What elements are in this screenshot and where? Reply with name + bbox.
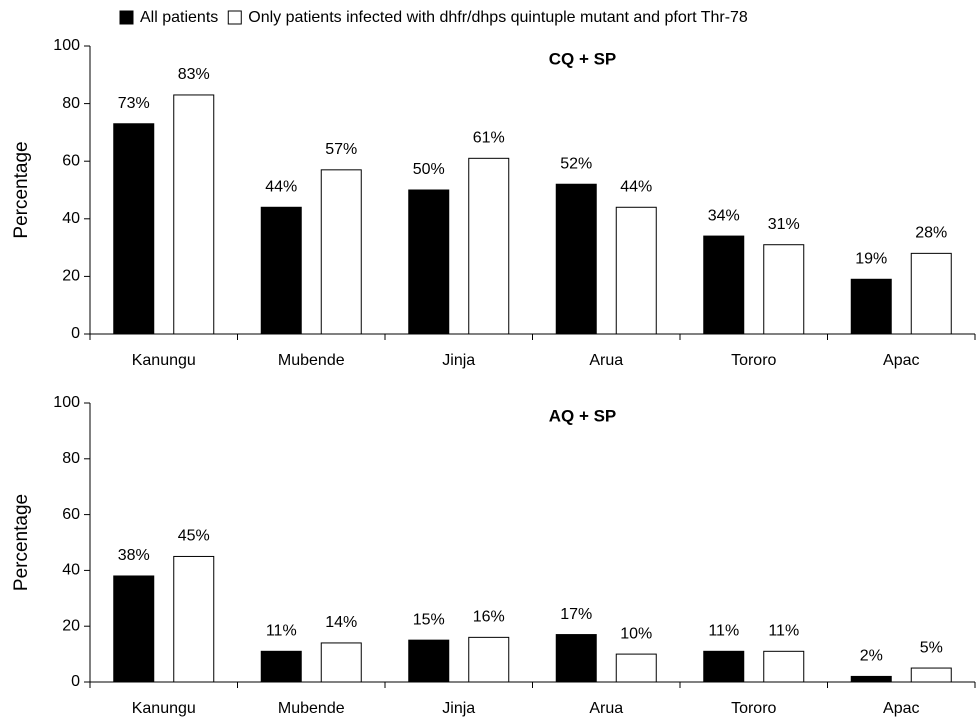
data-label: 14% [325,614,357,631]
bar [910,667,952,683]
bar [615,206,657,335]
bar [703,650,745,683]
data-label: 45% [178,528,210,545]
x-tick-label: Tororo [731,700,776,717]
y-tick-label: 60 [62,506,80,523]
bar [408,189,450,335]
y-tick-label: 0 [71,673,80,690]
x-tick-label: Jinja [442,700,475,717]
y-tick-label: 0 [71,325,80,342]
bar [763,244,805,335]
bar [260,650,302,683]
data-label: 83% [178,66,210,83]
bar [320,642,362,683]
data-label: 50% [413,161,445,178]
y-tick-label: 20 [62,268,80,285]
data-label: 28% [915,225,947,242]
bar [703,235,745,335]
x-tick-label: Mubende [278,700,345,717]
data-label: 73% [118,95,150,112]
bar [850,278,892,335]
data-label: 16% [473,609,505,626]
bar [555,634,597,683]
data-label: 19% [855,250,887,267]
y-axis-label: Percentage [11,141,32,238]
bar [320,169,362,335]
chart-title: AQ + SP [549,406,617,425]
data-label: 38% [118,547,150,564]
y-tick-label: 80 [62,95,80,112]
y-tick-label: 20 [62,617,80,634]
data-label: 11% [708,623,739,640]
legend-swatch [227,10,242,25]
bar [763,650,805,683]
bar [910,252,952,335]
x-tick-label: Arua [589,700,623,717]
y-tick-label: 60 [62,152,80,169]
legend-label: All patients [140,9,218,26]
data-label: 10% [620,625,652,642]
bar [113,123,155,335]
legend-label: Only patients infected with dhfr/dhps qu… [248,9,748,26]
data-label: 11% [768,623,799,640]
x-tick-label: Kanungu [132,700,196,717]
data-label: 44% [265,178,297,195]
data-label: 31% [768,216,800,233]
data-label: 17% [560,606,592,623]
bar [615,653,657,683]
x-tick-label: Jinja [442,352,475,369]
legend-swatch [119,10,134,25]
bar [850,675,892,683]
x-tick-label: Apac [883,700,919,717]
x-tick-label: Kanungu [132,352,196,369]
chart-title: CQ + SP [549,49,617,68]
data-label: 44% [620,178,652,195]
data-label: 61% [473,130,505,147]
bar [555,183,597,335]
data-label: 5% [920,639,943,656]
x-tick-label: Apac [883,352,919,369]
y-tick-label: 40 [62,210,80,227]
y-tick-label: 80 [62,450,80,467]
x-tick-label: Tororo [731,352,776,369]
x-tick-label: Arua [589,352,623,369]
bar [173,555,215,683]
y-tick-label: 40 [62,562,80,579]
bar [173,94,215,335]
bar [260,206,302,335]
data-label: 11% [266,623,297,640]
y-axis-label: Percentage [11,494,32,591]
bar [468,636,510,683]
x-tick-label: Mubende [278,352,345,369]
y-tick-label: 100 [53,394,80,411]
data-label: 34% [708,207,740,224]
bar [468,157,510,335]
data-label: 57% [325,141,357,158]
data-label: 52% [560,155,592,172]
bar [113,575,155,683]
y-tick-label: 100 [53,37,80,54]
bar [408,639,450,683]
data-label: 2% [860,648,883,665]
data-label: 15% [413,611,445,628]
